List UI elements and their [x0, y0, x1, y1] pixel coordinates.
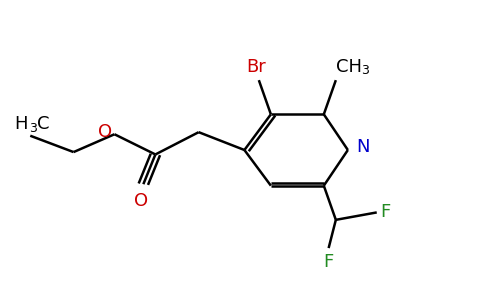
- Text: F: F: [380, 203, 391, 221]
- Text: Br: Br: [246, 58, 266, 76]
- Text: CH: CH: [336, 58, 362, 76]
- Text: H: H: [15, 116, 28, 134]
- Text: F: F: [323, 254, 334, 272]
- Text: 3: 3: [361, 64, 369, 77]
- Text: O: O: [134, 192, 148, 210]
- Text: N: N: [357, 138, 370, 156]
- Text: C: C: [36, 116, 49, 134]
- Text: O: O: [98, 123, 112, 141]
- Text: 3: 3: [30, 122, 37, 135]
